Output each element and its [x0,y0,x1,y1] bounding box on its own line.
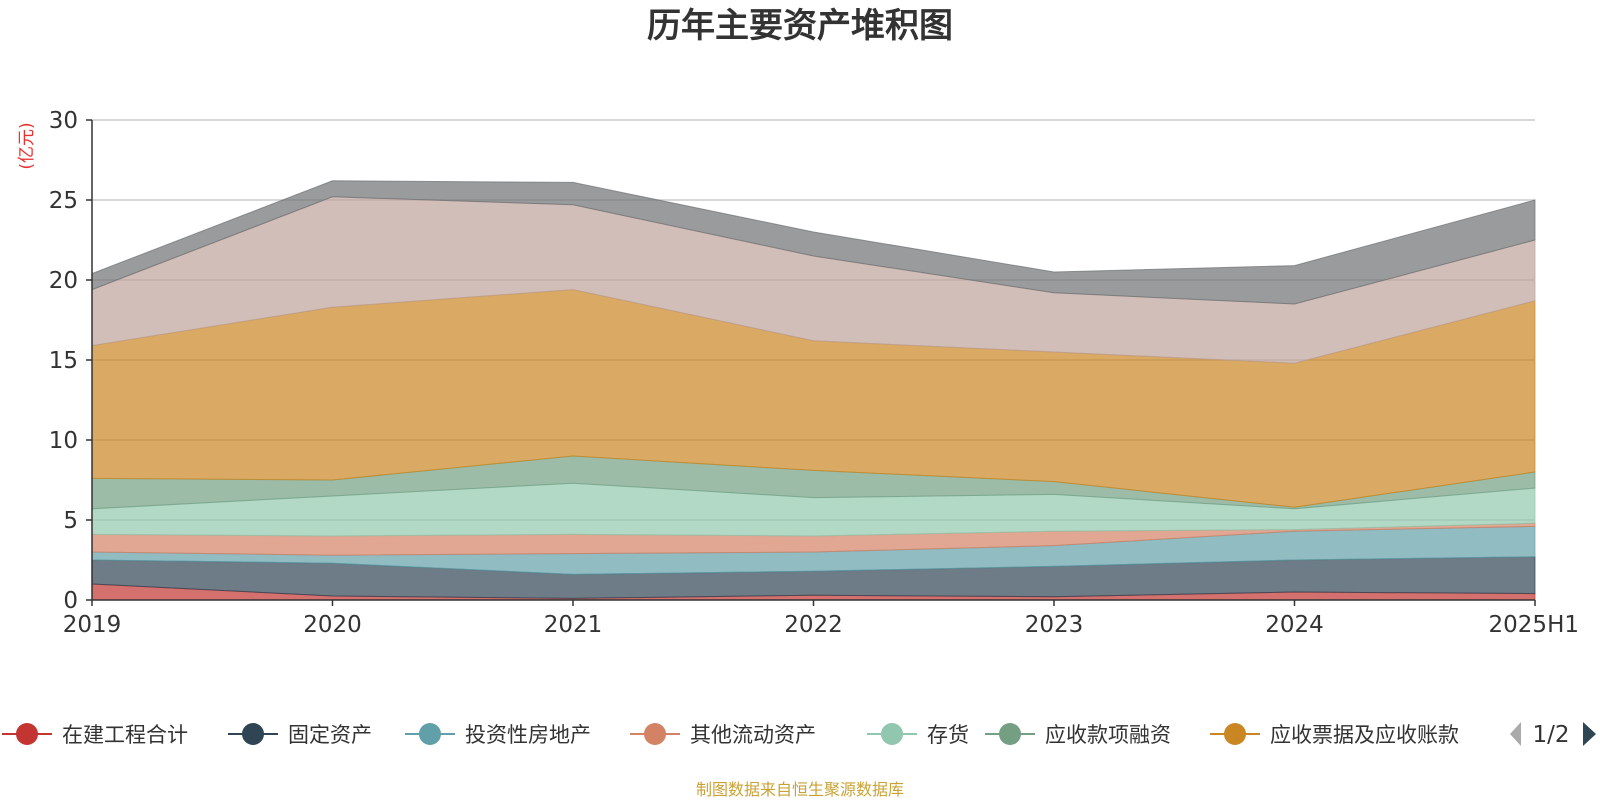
legend-circle-marker [881,723,903,745]
legend-circle-marker [999,723,1021,745]
legend-page-indicator: 1/2 [1532,722,1569,748]
legend-label: 在建工程合计 [62,723,188,747]
legend-label: 投资性房地产 [465,723,591,747]
y-tick-label: 15 [49,348,78,374]
legend-item[interactable]: 投资性房地产 [405,723,591,747]
axes: 0 5 10 15 20 25 30 2019 2020 2021 2022 2023 2024 2025… [49,108,1579,638]
y-axis-unit-label: (亿元) [17,122,37,169]
y-tick-label: 5 [63,508,78,534]
source-note: 制图数据来自恒生聚源数据库 [696,780,904,799]
area-series-8 [91,180,1536,305]
legend: 在建工程合计 固定资产 投资性房地产 其他流动资产 存货 应收款项融资 应收票据及应收账款 1… [2,722,1596,748]
chart-title: 历年主要资产堆积图 [647,6,953,46]
legend-circle-marker [16,723,38,745]
legend-label: 固定资产 [288,723,372,747]
legend-item[interactable]: 其他流动资产 [630,723,816,747]
area-series [91,180,1536,601]
y-tick-label: 30 [49,108,78,134]
legend-item[interactable]: 存货 [867,723,969,747]
x-tick-label: 2021 [544,612,603,638]
y-tick-label: 20 [49,268,78,294]
x-tick-label: 2025H1 [1489,612,1579,638]
legend-label: 应收款项融资 [1045,723,1171,747]
legend-next-arrow-icon[interactable] [1583,722,1596,746]
y-tick-label: 25 [49,188,78,214]
legend-circle-marker [1224,723,1246,745]
x-tick-label: 2019 [63,612,122,638]
legend-item[interactable]: 固定资产 [228,723,372,747]
x-tick-label: 2020 [303,612,362,638]
x-tick-label: 2023 [1025,612,1084,638]
legend-label: 应收票据及应收账款 [1270,723,1459,747]
legend-item[interactable]: 应收款项融资 [985,723,1171,747]
legend-item[interactable]: 在建工程合计 [2,723,188,747]
legend-item[interactable]: 应收票据及应收账款 [1210,723,1459,747]
legend-prev-arrow-icon[interactable] [1510,722,1521,746]
legend-circle-marker [419,723,441,745]
legend-circle-marker [242,723,264,745]
y-tick-label: 10 [49,428,78,454]
x-tick-label: 2024 [1265,612,1324,638]
legend-label: 存货 [927,723,969,747]
legend-circle-marker [644,723,666,745]
y-tick-label: 0 [63,588,78,614]
legend-label: 其他流动资产 [690,723,816,747]
x-tick-label: 2022 [784,612,843,638]
